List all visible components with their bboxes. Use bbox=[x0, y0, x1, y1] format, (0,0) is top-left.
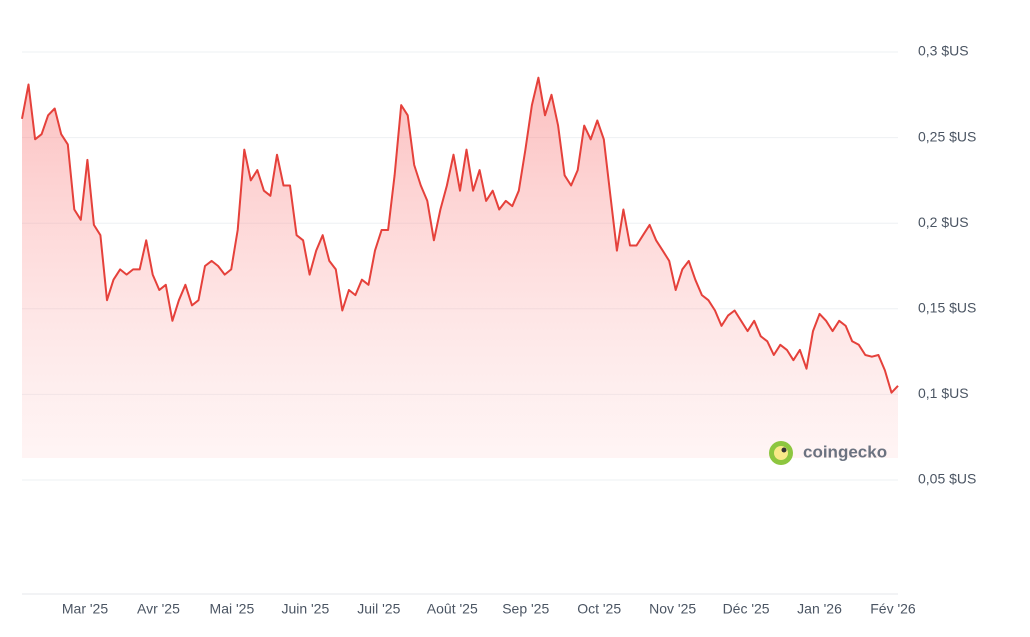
y-tick-label: 0,2 $US bbox=[918, 214, 969, 230]
x-tick-label: Mar '25 bbox=[62, 601, 108, 617]
x-tick-label: Sep '25 bbox=[502, 601, 549, 617]
x-tick-label: Jan '26 bbox=[797, 601, 842, 617]
x-tick-label: Avr '25 bbox=[137, 601, 180, 617]
watermark-logo bbox=[769, 441, 793, 465]
y-tick-label: 0,3 $US bbox=[918, 43, 969, 59]
y-tick-label: 0,05 $US bbox=[918, 471, 976, 487]
area bbox=[22, 77, 898, 458]
x-tick-label: Août '25 bbox=[427, 601, 478, 617]
x-tick-label: Oct '25 bbox=[577, 601, 621, 617]
x-tick-label: Mai '25 bbox=[210, 601, 255, 617]
price-line bbox=[21, 76, 899, 394]
x-tick-label: Nov '25 bbox=[649, 601, 696, 617]
y-tick-label: 0,15 $US bbox=[918, 300, 976, 316]
y-tick-label: 0,25 $US bbox=[918, 128, 976, 144]
y-tick-label: 0,1 $US bbox=[918, 385, 969, 401]
x-tick-label: Juil '25 bbox=[357, 601, 400, 617]
x-tick-label: Fév '26 bbox=[870, 601, 916, 617]
x-tick-label: Juin '25 bbox=[281, 601, 329, 617]
x-tick-label: Déc '25 bbox=[723, 601, 770, 617]
watermark: coingecko bbox=[803, 442, 887, 461]
